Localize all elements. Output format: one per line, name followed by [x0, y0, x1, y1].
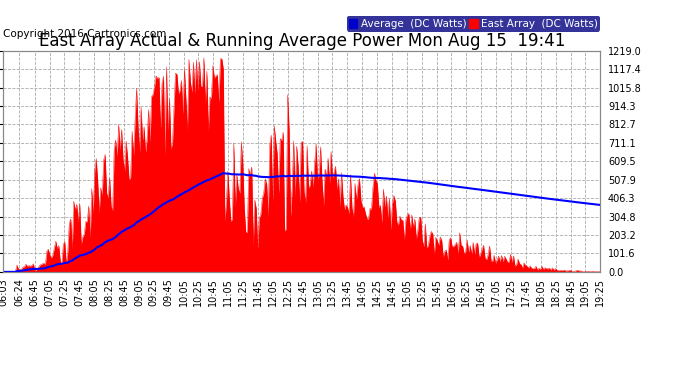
Text: Copyright 2016 Cartronics.com: Copyright 2016 Cartronics.com [3, 29, 167, 39]
Title: East Array Actual & Running Average Power Mon Aug 15  19:41: East Array Actual & Running Average Powe… [39, 33, 565, 51]
Legend: Average  (DC Watts), East Array  (DC Watts): Average (DC Watts), East Array (DC Watts… [346, 16, 600, 32]
